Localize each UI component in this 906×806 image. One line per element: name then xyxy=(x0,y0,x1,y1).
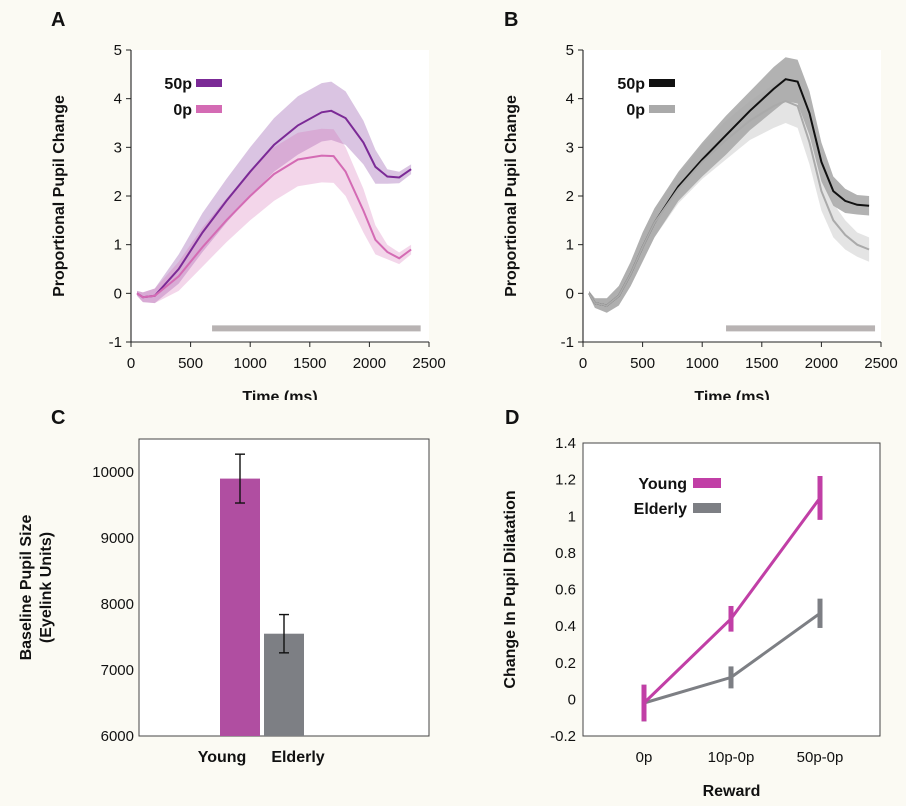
y-tick-label: -1 xyxy=(561,334,574,351)
y-tick-label: 0 xyxy=(114,285,122,302)
panel-b: -1 0 1 2 3 4 5 0 500 1000 1500 2000 2500 Time (ms) Pro… xyxy=(453,0,906,406)
x-tick-label: 50p-0p xyxy=(797,749,844,766)
y-tick-label: 1 xyxy=(566,237,574,254)
plot-frame xyxy=(582,442,881,737)
panel-letter: B xyxy=(504,9,518,31)
series-line-0p xyxy=(588,100,870,307)
panel-letter: C xyxy=(51,407,65,429)
x-tick-label: 2500 xyxy=(412,355,445,372)
panel-letter: A xyxy=(51,9,65,31)
legend-label-Elderly: Elderly xyxy=(634,501,687,518)
y-tick-label: 4 xyxy=(114,91,122,108)
y-tick-label: 7000 xyxy=(101,662,134,679)
y-axis-label: Proportional Pupil Change xyxy=(51,95,68,297)
legend-swatch-Young xyxy=(693,478,721,488)
x-tick-label: 500 xyxy=(178,355,203,372)
x-tick-label: 2000 xyxy=(353,355,386,372)
panel-d: -0.2 0 0.2 0.4 0.6 0.8 1 1.2 1.4 0p 10p-0p 50p-0p Re… xyxy=(453,400,906,801)
legend-swatch-0p xyxy=(649,105,675,113)
y-tick-label: 4 xyxy=(566,91,574,108)
x-axis-label: Time (ms) xyxy=(694,389,769,400)
y-tick-label: 0.6 xyxy=(555,582,576,599)
y-tick-label: 3 xyxy=(566,139,574,156)
x-axis-label: Time (ms) xyxy=(242,389,317,400)
chart-a: -1 0 1 2 3 4 5 0 500 1000 1500 2000 2500 Time (ms) Pro… xyxy=(51,9,446,406)
x-tick-label: 1000 xyxy=(234,355,267,372)
bar-Young xyxy=(220,478,260,736)
panel-c: Young Elderly 6000 7000 8000 9000 10000 Baselin… xyxy=(0,400,453,801)
y-tick-label: 1.2 xyxy=(555,472,576,489)
legend-swatch-50p xyxy=(196,79,222,87)
plot-area xyxy=(583,443,880,736)
y-axis-label: Proportional Pupil Change xyxy=(503,95,520,297)
legend-label-0p: 0p xyxy=(626,102,645,119)
y-tick-label: 5 xyxy=(566,42,574,59)
y-tick-label: 2 xyxy=(566,188,574,205)
y-tick-label: 2 xyxy=(114,188,122,205)
y-tick-label: -1 xyxy=(109,334,122,351)
error-band-0p xyxy=(137,128,412,304)
legend-swatch-Elderly xyxy=(693,503,721,513)
category-label-Young: Young xyxy=(198,749,247,766)
plot-area xyxy=(583,50,881,342)
y-tick-label: 0 xyxy=(566,285,574,302)
series-line-0p xyxy=(136,154,412,299)
x-tick-label: 0 xyxy=(579,355,587,372)
x-tick-label: 0p xyxy=(636,749,653,766)
y-tick-label: 8000 xyxy=(101,596,134,613)
legend-label-0p: 0p xyxy=(173,102,192,119)
chart-c: Young Elderly 6000 7000 8000 9000 10000 Baselin… xyxy=(18,407,430,766)
y-tick-label: 0.2 xyxy=(555,655,576,672)
chart-b: -1 0 1 2 3 4 5 0 500 1000 1500 2000 2500 Time (ms) Pro… xyxy=(503,9,898,406)
chart-d: -0.2 0 0.2 0.4 0.6 0.8 1 1.2 1.4 0p 10p-0p 50p-0p Re… xyxy=(502,407,881,800)
y-tick-label: 0 xyxy=(568,691,576,708)
y-tick-label: 0.8 xyxy=(555,545,576,562)
plot-area xyxy=(131,50,429,342)
y-tick-label: 0.4 xyxy=(555,618,576,635)
y-tick-label: 1 xyxy=(568,508,576,525)
panel-a: -1 0 1 2 3 4 5 0 500 1000 1500 2000 2500 Time (ms) Pro… xyxy=(0,0,453,406)
x-tick-label: 500 xyxy=(630,355,655,372)
y-axis-label-line: (Eyelink Units) xyxy=(38,532,55,643)
legend-label-50p: 50p xyxy=(164,76,192,93)
x-tick-label: 10p-0p xyxy=(708,749,755,766)
error-band-0p xyxy=(589,79,870,313)
x-tick-label: 0 xyxy=(127,355,135,372)
error-band-50p xyxy=(137,81,412,304)
x-tick-label: 2000 xyxy=(805,355,838,372)
y-tick-label: 1 xyxy=(114,237,122,254)
panel-letter: D xyxy=(505,407,519,429)
legend-label-50p: 50p xyxy=(617,76,645,93)
y-tick-label: -0.2 xyxy=(550,728,576,745)
y-tick-label: 1.4 xyxy=(555,435,576,452)
y-tick-label: 5 xyxy=(114,42,122,59)
x-tick-label: 1500 xyxy=(293,355,326,372)
legend-swatch-0p xyxy=(196,105,222,113)
x-tick-label: 1500 xyxy=(745,355,778,372)
y-axis-label: Baseline Pupil Size (Eyelink Units) xyxy=(18,514,55,660)
y-axis-label-line: Baseline Pupil Size xyxy=(18,514,35,660)
y-axis-label: Change In Pupil Dilatation xyxy=(502,490,519,688)
x-tick-label: 2500 xyxy=(864,355,897,372)
legend-label-Young: Young xyxy=(638,476,687,493)
series-line-50p xyxy=(136,109,412,299)
legend-swatch-50p xyxy=(649,79,675,87)
y-tick-label: 6000 xyxy=(101,728,134,745)
x-tick-label: 1000 xyxy=(686,355,719,372)
y-tick-label: 9000 xyxy=(101,530,134,547)
x-axis-label: Reward xyxy=(703,783,761,800)
y-tick-label: 10000 xyxy=(92,464,134,481)
y-tick-label: 3 xyxy=(114,139,122,156)
category-label-Elderly: Elderly xyxy=(271,749,324,766)
